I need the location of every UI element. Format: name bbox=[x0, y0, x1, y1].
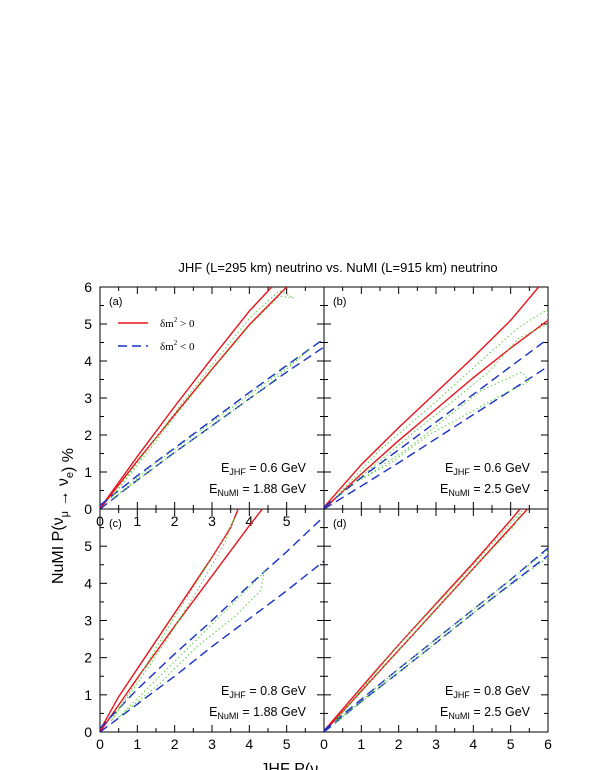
x-tick-label: 1 bbox=[133, 513, 141, 529]
positive-series-line bbox=[324, 509, 521, 732]
panel-frame bbox=[323, 286, 549, 510]
y-tick-label: 5 bbox=[84, 538, 92, 554]
y-tick-label: 1 bbox=[84, 687, 92, 703]
panel-tag: (c) bbox=[109, 518, 122, 530]
y-tick-label: 2 bbox=[84, 427, 92, 443]
negative-series-line bbox=[324, 365, 548, 509]
positive-series-line bbox=[324, 319, 548, 509]
negative-series-line bbox=[324, 547, 548, 731]
negative-series-line bbox=[100, 515, 324, 729]
energy-label: EJHF = 0.8 GeV bbox=[221, 684, 307, 700]
energy-label: ENuMI = 1.88 GeV bbox=[209, 705, 307, 721]
chart-title: JHF (L=295 km) neutrino vs. NuMI (L=915 … bbox=[178, 260, 497, 275]
y-tick-label: 4 bbox=[84, 575, 92, 591]
energy-label: ENuMI = 2.5 GeV bbox=[440, 482, 531, 498]
panel-frame bbox=[323, 508, 549, 733]
x-tick-label: 0 bbox=[320, 736, 328, 752]
legend-label: δm2 < 0 bbox=[160, 339, 195, 353]
x-tick-label: 4 bbox=[469, 736, 477, 752]
x-tick-label: 2 bbox=[171, 513, 179, 529]
x-tick-label: 2 bbox=[395, 736, 403, 752]
contour-series-line bbox=[361, 371, 531, 480]
contour-series-line bbox=[110, 518, 235, 722]
y-tick-label: 5 bbox=[84, 316, 92, 332]
panel-d: 0 1 2 3 4 5 6 (d) EJHF = 0.8 GeV ENuMI = 2.5 GeV bbox=[320, 508, 552, 752]
energy-label: EJHF = 0.6 GeV bbox=[221, 461, 307, 477]
y-tick-label: 3 bbox=[84, 613, 92, 629]
x-tick-label: 5 bbox=[507, 736, 515, 752]
positive-series-line bbox=[100, 287, 288, 509]
x-tick-label: 5 bbox=[283, 736, 291, 752]
x-axis-label: JHF P(νμ → νe) % bbox=[260, 761, 387, 770]
positive-series-line bbox=[100, 287, 273, 509]
x-tick-label: 4 bbox=[245, 736, 253, 752]
positive-series-line bbox=[100, 509, 239, 731]
y-tick-label: 6 bbox=[84, 279, 92, 295]
contour-series-line bbox=[110, 349, 310, 501]
x-tick-label: 1 bbox=[133, 736, 141, 752]
panel-c: 0 1 2 3 4 5 0 1 2 3 4 5 (c) EJHF = 0.8 GeV ENuMI = 1.8… bbox=[84, 508, 325, 752]
negative-series-line bbox=[324, 338, 548, 508]
panel-tag: (b) bbox=[333, 296, 346, 308]
panel-frame bbox=[99, 286, 325, 510]
x-tick-label: 0 bbox=[96, 736, 104, 752]
legend-label: δm2 > 0 bbox=[160, 316, 195, 330]
energy-label: EJHF = 0.8 GeV bbox=[445, 684, 531, 700]
x-tick-label: 1 bbox=[357, 736, 365, 752]
legend: δm2 > 0 δm2 < 0 bbox=[118, 316, 195, 353]
panel-tag: (d) bbox=[333, 518, 346, 530]
x-tick-label: 3 bbox=[208, 513, 216, 529]
y-tick-label: 0 bbox=[84, 501, 92, 517]
energy-label: ENuMI = 2.5 GeV bbox=[440, 705, 531, 721]
y-tick-label: 4 bbox=[84, 353, 92, 369]
x-tick-label: 4 bbox=[245, 513, 253, 529]
positive-series-line bbox=[100, 509, 263, 732]
x-tick-label: 6 bbox=[544, 736, 552, 752]
energy-label: ENuMI = 1.88 GeV bbox=[209, 482, 307, 498]
negative-series-line bbox=[324, 554, 548, 732]
x-tick-label: 3 bbox=[432, 736, 440, 752]
negative-series-line bbox=[100, 338, 324, 506]
y-axis-label: NuMI P(νμ → νe) % bbox=[50, 448, 77, 584]
x-tick-label: 5 bbox=[283, 513, 291, 529]
y-tick-label: 2 bbox=[84, 650, 92, 666]
energy-label: EJHF = 0.6 GeV bbox=[445, 461, 531, 477]
x-tick-label: 2 bbox=[171, 736, 179, 752]
negative-series-line bbox=[100, 560, 324, 732]
y-tick-label: 1 bbox=[84, 464, 92, 480]
contour-series-line bbox=[334, 308, 548, 499]
positive-series-line bbox=[324, 509, 528, 732]
y-tick-label: 3 bbox=[84, 390, 92, 406]
negative-series-line bbox=[100, 346, 324, 509]
panel-tag: (a) bbox=[109, 296, 122, 308]
positive-series-line bbox=[324, 287, 540, 508]
panel-b: (b) EJHF = 0.6 GeV ENuMI = 2.5 GeV bbox=[323, 286, 549, 510]
x-tick-label: 3 bbox=[208, 736, 216, 752]
y-tick-label: 0 bbox=[84, 724, 92, 740]
contour-series-line bbox=[334, 510, 523, 722]
